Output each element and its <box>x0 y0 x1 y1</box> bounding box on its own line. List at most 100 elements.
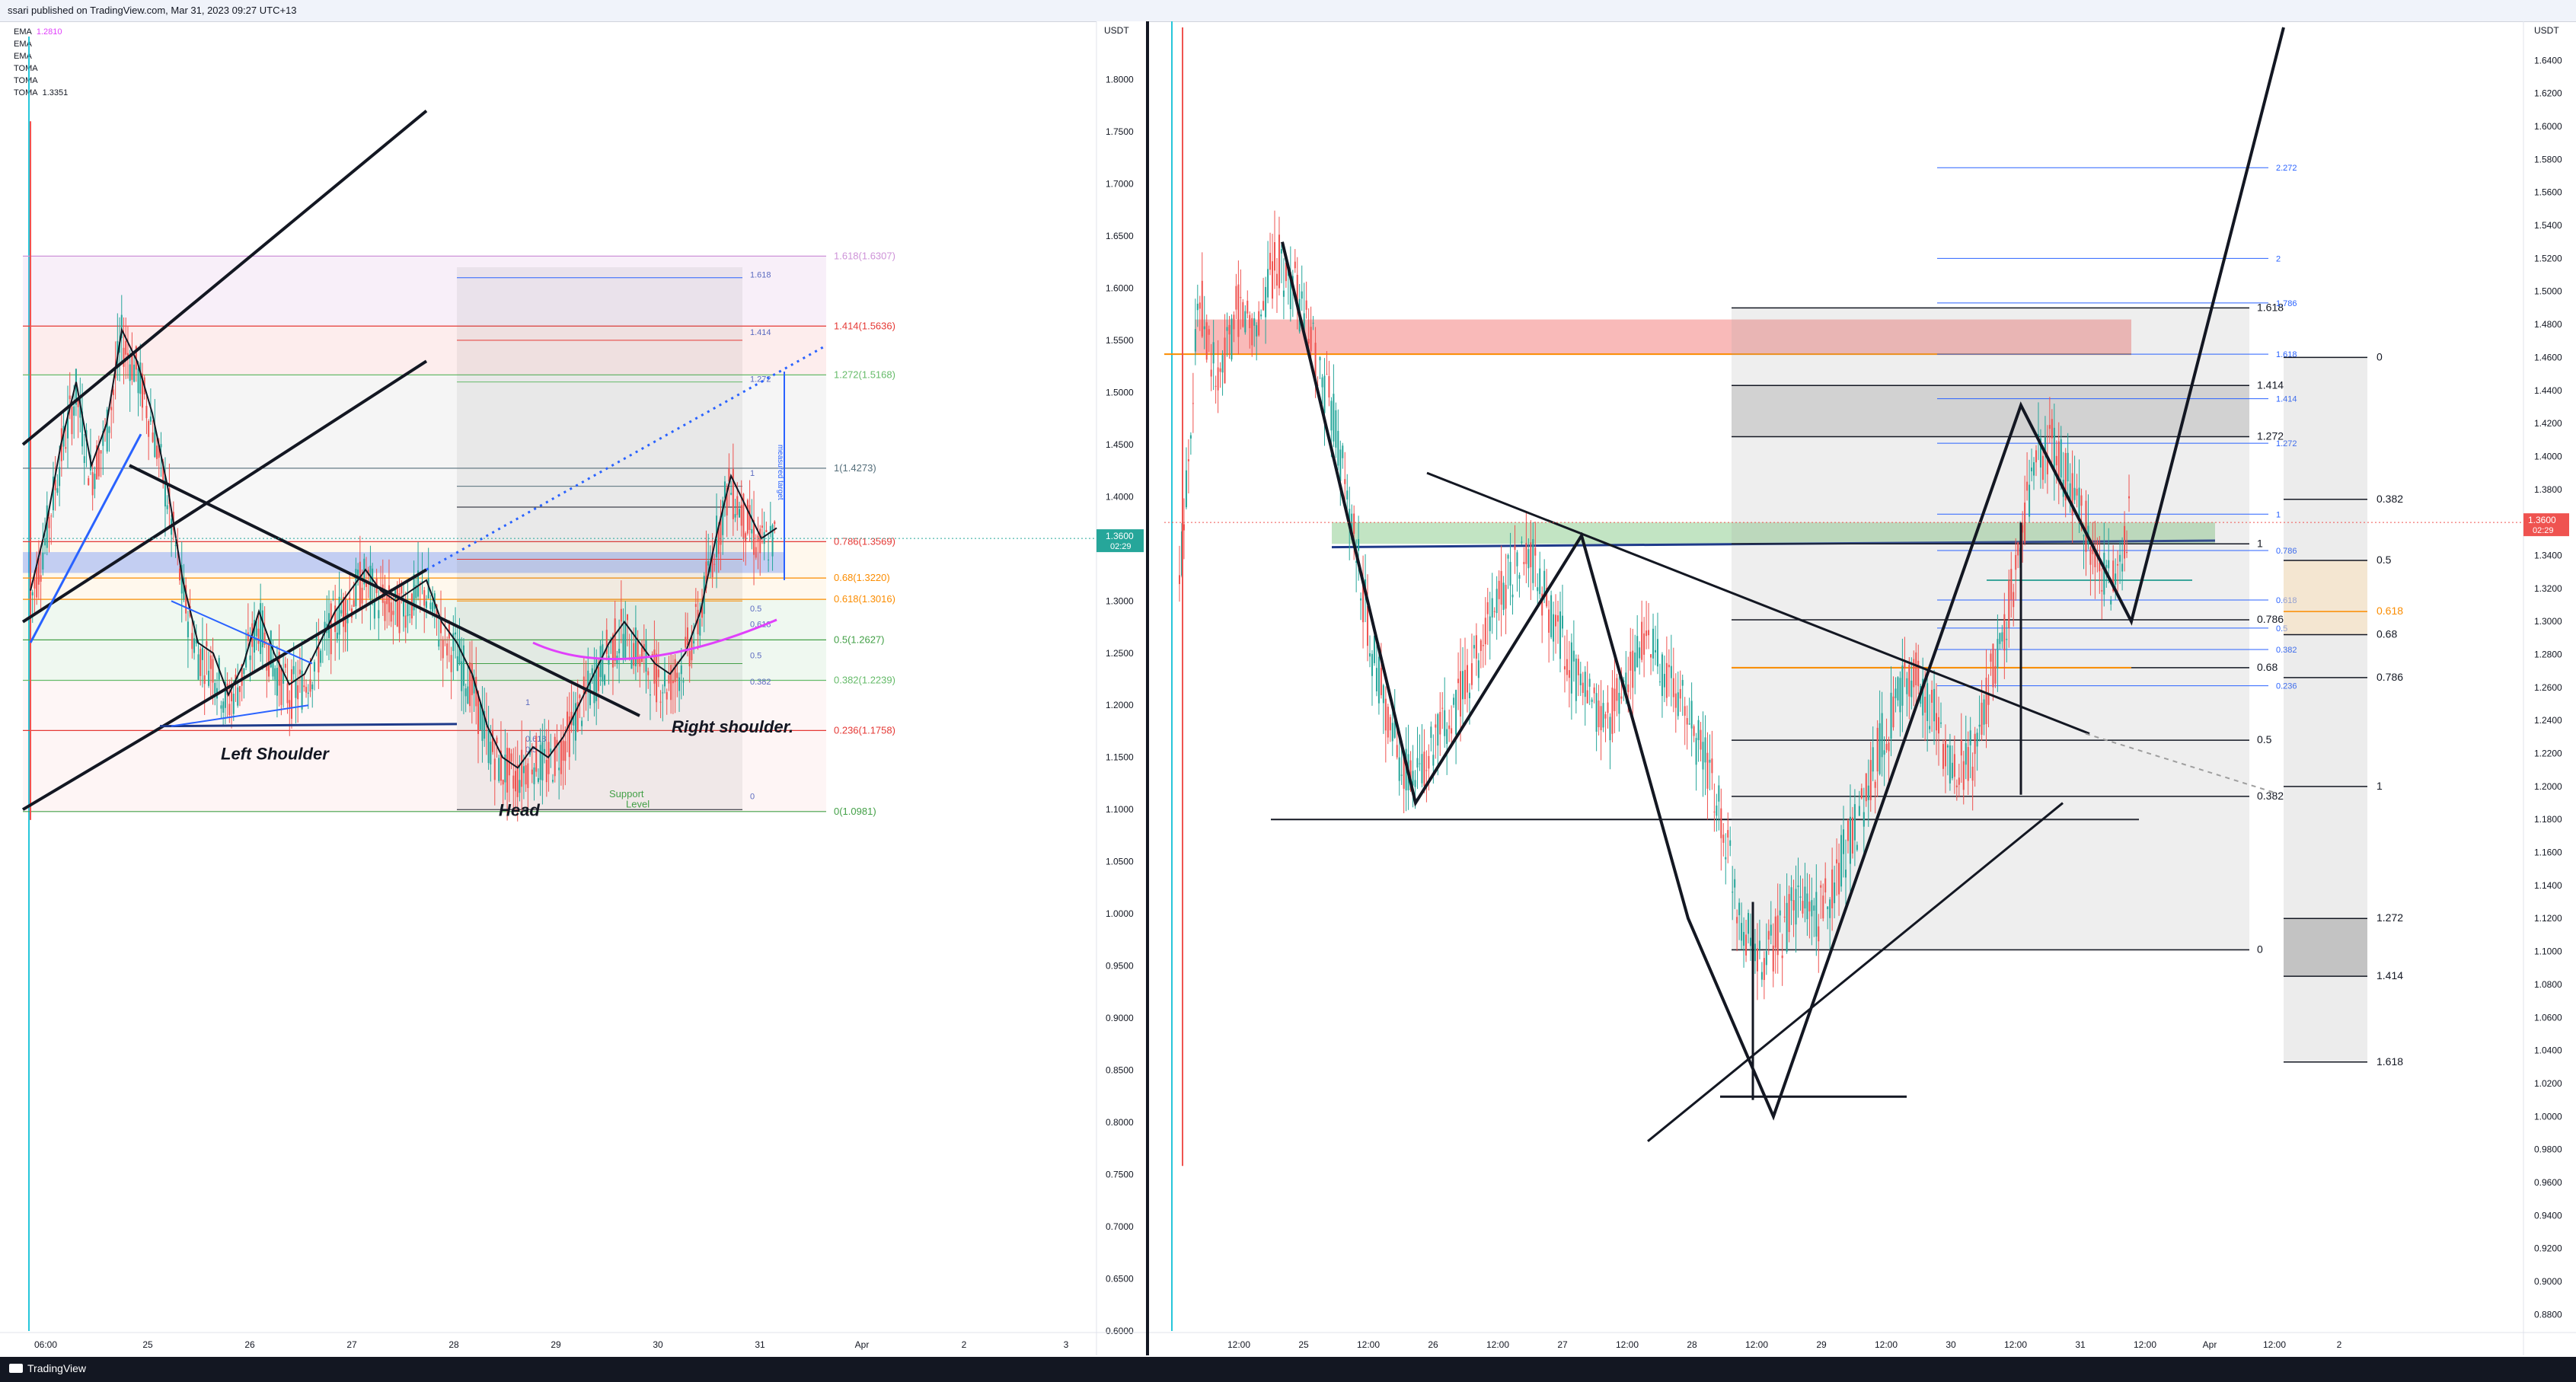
candle-body <box>1228 324 1231 335</box>
legend-row[interactable]: EMA 1.2810 <box>14 27 62 37</box>
candle-body <box>525 765 527 785</box>
y-tick-label: 1.3000 <box>1106 595 1134 606</box>
candle-body <box>581 720 583 726</box>
candle-body <box>1711 758 1713 774</box>
projection-line <box>2085 732 2277 794</box>
candle-body <box>289 700 291 707</box>
y-tick-label: 1.7500 <box>1106 126 1134 137</box>
fib-zone <box>23 256 826 327</box>
candle-body <box>343 597 345 627</box>
candle-body <box>1663 674 1665 688</box>
candle-body <box>1477 660 1480 678</box>
candle-body <box>541 742 544 780</box>
candle-body <box>54 480 56 490</box>
candle-body <box>1795 889 1797 925</box>
panel-divider[interactable] <box>1146 21 1149 1355</box>
fib-level-label: 1.618(1.6307) <box>834 250 895 261</box>
legend-row[interactable]: EMA <box>14 52 32 61</box>
candle-body <box>1344 479 1346 484</box>
x-tick-label: 2 <box>2337 1339 2342 1350</box>
candle-body <box>1516 552 1518 567</box>
candle-body <box>1457 678 1460 684</box>
candle-body <box>373 602 375 619</box>
x-tick-label: 12:00 <box>2263 1339 2286 1350</box>
candle-body <box>666 692 668 700</box>
fib-level-label: 0.5 <box>2257 733 2272 745</box>
legend-row[interactable]: EMA <box>14 40 32 49</box>
fib-level-label: 1.414 <box>2257 378 2284 391</box>
legend-row[interactable]: TOMA <box>14 64 38 73</box>
candle-body <box>2119 554 2121 562</box>
blue-trend-line <box>171 704 309 727</box>
x-tick-label: 29 <box>1816 1339 1827 1350</box>
candle-body <box>282 670 285 684</box>
x-tick-label: 30 <box>653 1339 663 1350</box>
trend-line <box>21 359 428 624</box>
annotation-right-shoulder: Right shoulder. <box>672 717 793 736</box>
right-chart[interactable]: USDT 1.6400 1.6200 1.6000 1.5800 1.5600 1.5400… <box>1149 21 2576 1355</box>
blue-fib-label: 2.272 <box>2276 164 2297 173</box>
candle-body <box>1221 355 1224 373</box>
candle-body <box>162 461 164 482</box>
candle-body <box>183 577 185 600</box>
candle-body <box>1700 729 1702 750</box>
candle-body <box>1464 669 1466 700</box>
candle-body <box>624 621 627 659</box>
legend-row[interactable]: TOMA <box>14 76 38 85</box>
y-tick-label: 1.0800 <box>2534 979 2562 990</box>
y-tick-label: 1.6400 <box>2534 55 2562 65</box>
candle-body <box>1892 696 1894 728</box>
candle-body <box>1936 713 1938 731</box>
candle-body <box>123 347 125 367</box>
x-tick-label: 12:00 <box>1745 1339 1768 1350</box>
y-tick-label: 1.1800 <box>2534 814 2562 825</box>
candle-body <box>1888 742 1890 752</box>
candle-body <box>587 670 589 691</box>
candle-body <box>303 685 305 688</box>
candle-body <box>201 647 203 660</box>
candle-body <box>164 475 166 507</box>
candle-body <box>315 634 318 641</box>
candle-body <box>1555 614 1557 627</box>
y-tick-label: 0.9000 <box>1106 1013 1134 1023</box>
candle-body <box>749 505 751 530</box>
y-tick-label: 1.2500 <box>1106 648 1134 659</box>
candle-body <box>1987 693 1990 705</box>
candle-body <box>552 780 554 782</box>
candle-body <box>1448 725 1451 729</box>
candle-body <box>1693 726 1695 736</box>
candle-body <box>2069 483 2071 502</box>
last-price-countdown: 02:29 <box>1110 542 1132 551</box>
candle-body <box>1858 806 1860 816</box>
candle-body <box>2053 427 2055 470</box>
indicator-legend[interactable]: EMA 1.2810 EMA EMA TOMA TOMA TOMA 1.3351 <box>14 26 68 99</box>
candle-body <box>1568 670 1570 678</box>
candle-body <box>1486 602 1489 614</box>
candle-body <box>1396 745 1398 758</box>
tradingview-logo[interactable]: TradingView <box>9 1362 86 1374</box>
candle-body <box>637 640 639 663</box>
candle-body <box>1369 653 1371 657</box>
candle-body <box>1632 650 1634 688</box>
legend-row[interactable]: TOMA 1.3351 <box>14 88 69 97</box>
side-fib-dark <box>2284 918 2367 977</box>
candle-body <box>1421 754 1423 784</box>
candle-body <box>1523 562 1525 564</box>
left-chart[interactable]: USDT 1.8000 1.7500 1.7000 1.6500 1.6000 1.5500… <box>0 21 1146 1355</box>
x-tick-label: 12:00 <box>2004 1339 2027 1350</box>
candle-body <box>656 653 658 703</box>
candle-body <box>1611 688 1614 734</box>
fib-level-label: 0.786 <box>2257 613 2284 625</box>
inner-fib-label: 1.414 <box>750 328 771 337</box>
candle-body <box>272 659 274 677</box>
candle-body <box>473 677 475 694</box>
candle-body <box>1203 326 1205 330</box>
candle-body <box>740 505 742 526</box>
candle-body <box>266 664 268 671</box>
candle-body <box>634 627 637 667</box>
candle-body <box>432 602 434 612</box>
candle-body <box>1187 459 1189 461</box>
candle-body <box>1260 314 1262 317</box>
candle-body <box>763 531 765 544</box>
trend-line <box>129 464 640 717</box>
